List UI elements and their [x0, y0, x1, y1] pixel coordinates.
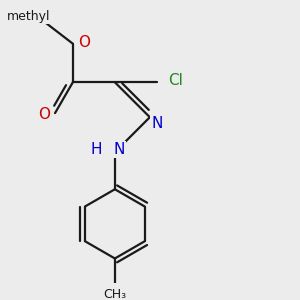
- Text: N: N: [113, 142, 124, 157]
- Text: CH₃: CH₃: [103, 288, 126, 300]
- Text: O: O: [38, 106, 50, 122]
- Text: methyl: methyl: [7, 10, 50, 23]
- Text: O: O: [78, 35, 90, 50]
- Text: H: H: [90, 142, 102, 157]
- Text: Cl: Cl: [168, 73, 183, 88]
- Text: N: N: [152, 116, 163, 131]
